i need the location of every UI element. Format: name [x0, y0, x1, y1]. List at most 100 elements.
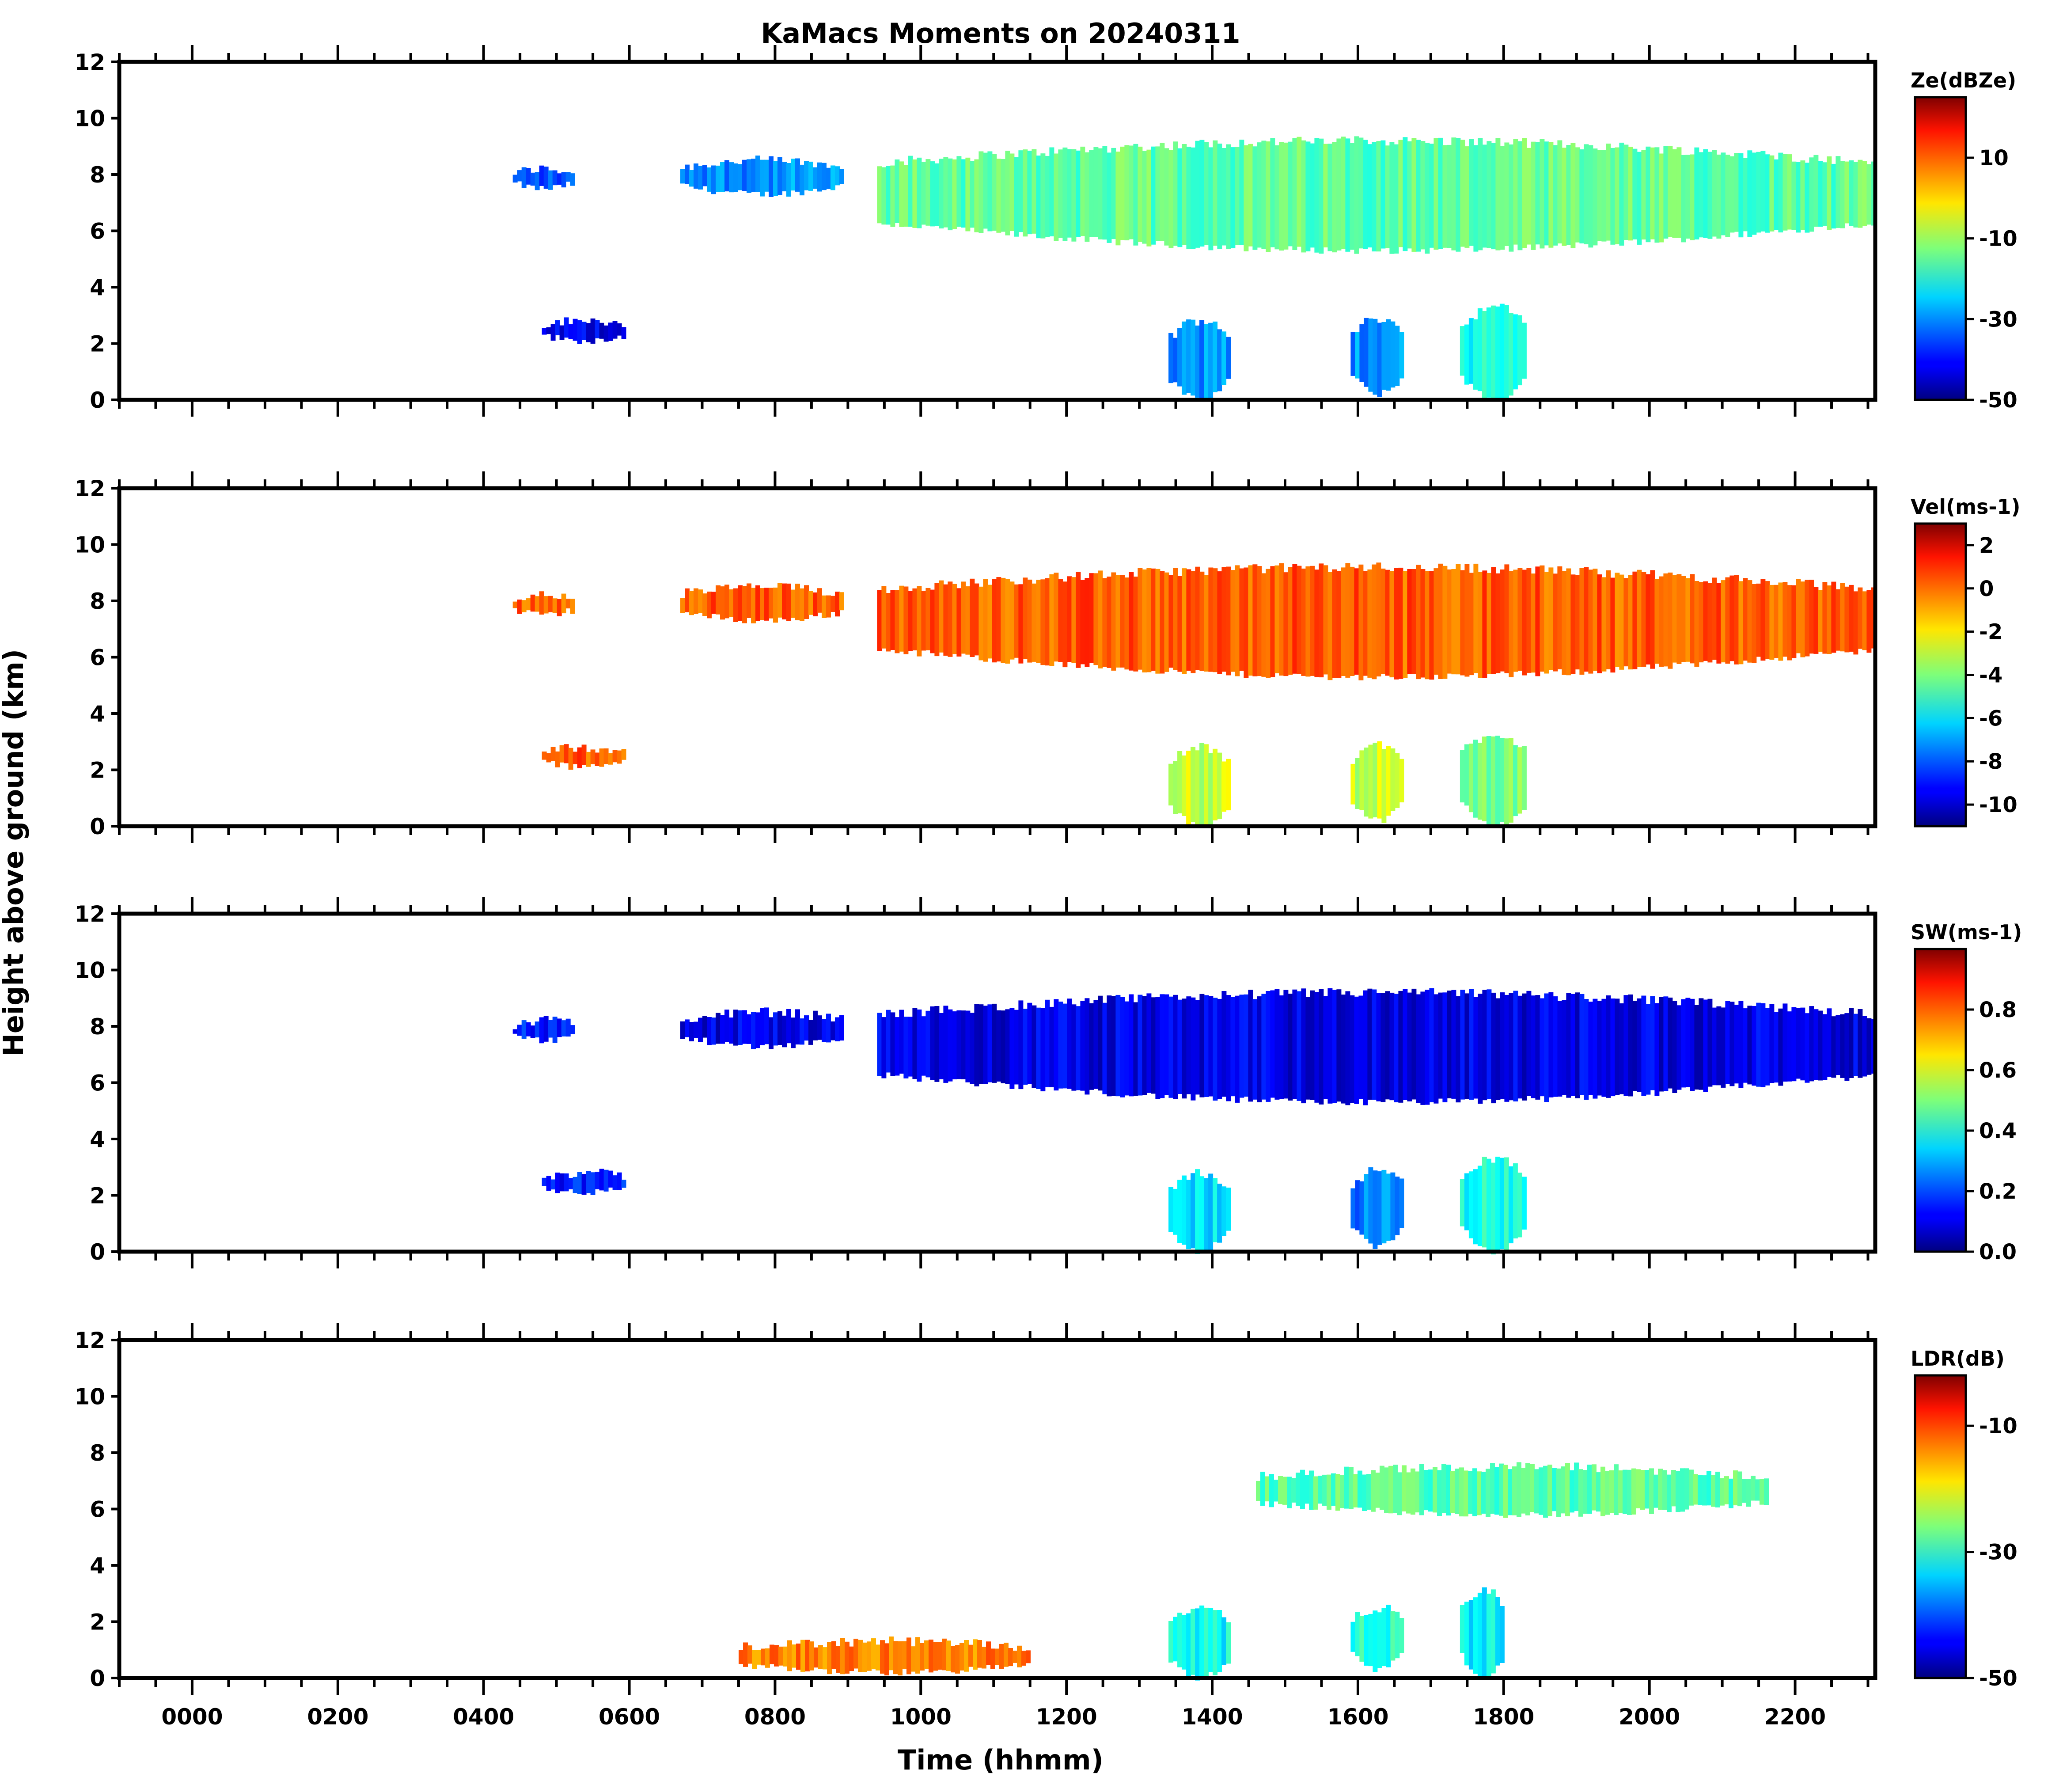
cloud-column: [1173, 1617, 1178, 1662]
cloud-column: [570, 1025, 575, 1034]
cloud-column: [782, 1015, 787, 1048]
panel-ze: 0 2 4 6 8 10 12 Ze(dBZe) -50 -30 -10 10: [74, 45, 2017, 417]
cloud-column: [1703, 999, 1708, 1092]
cloud-column: [552, 170, 557, 186]
cloud-column: [1213, 998, 1218, 1101]
cloud-column: [1565, 1463, 1570, 1516]
cloud-column: [1182, 321, 1187, 395]
cloud-column: [1685, 998, 1691, 1087]
cloud-column: [1323, 996, 1328, 1099]
cloud-column: [1199, 743, 1205, 826]
cloud-column: [1120, 575, 1125, 668]
cloud-column: [546, 1176, 551, 1191]
y-tick-label: 4: [90, 275, 105, 300]
cloud-column: [1261, 573, 1267, 677]
cloud-column: [1213, 1178, 1218, 1242]
cloud-column: [1743, 158, 1748, 232]
cloud-column: [1715, 1472, 1720, 1507]
cloud-column: [808, 591, 813, 615]
cloud-column: [1274, 989, 1280, 1100]
cloud-column: [1296, 1473, 1301, 1506]
cloud-column: [751, 1012, 756, 1049]
cloud-column: [902, 1641, 907, 1669]
cloud-column: [1367, 144, 1373, 248]
cloud-column: [1827, 156, 1832, 230]
cloud-column: [1380, 993, 1386, 1102]
cloud-column: [1605, 1471, 1610, 1515]
cloud-column: [1049, 574, 1054, 666]
cloud-column: [1377, 323, 1382, 397]
cloud-column: [1469, 989, 1474, 1100]
cloud-column: [548, 170, 553, 190]
cloud-column: [1827, 1008, 1832, 1077]
cloud-column: [1026, 1650, 1031, 1663]
cloud-column: [689, 170, 694, 187]
cloud-column: [1702, 1475, 1707, 1506]
cloud-column: [1425, 571, 1430, 680]
cloud-column: [999, 1644, 1004, 1669]
cloud-column: [1398, 140, 1403, 247]
y-tick-label: 8: [90, 1014, 105, 1040]
cloud-column: [978, 1004, 984, 1084]
cloud-column: [1606, 995, 1611, 1098]
cloud-column: [1703, 149, 1708, 238]
cloud-column: [1676, 147, 1682, 238]
cloud-column: [831, 165, 835, 190]
cloud-column: [1641, 150, 1646, 240]
cloud-column: [1743, 1008, 1748, 1083]
cloud-column: [1464, 993, 1470, 1099]
cloud-column: [586, 752, 591, 767]
cloud-column: [1495, 1157, 1500, 1251]
cloud-column: [1535, 566, 1540, 676]
cloud-column: [1036, 1007, 1041, 1089]
cloud-column: [1419, 1464, 1424, 1515]
cloud-column: [1350, 995, 1355, 1103]
cloud-column: [1813, 587, 1819, 654]
cloud-column: [1525, 1463, 1530, 1515]
cloud-column: [1486, 307, 1491, 398]
cloud-column: [751, 588, 756, 623]
cloud-column: [1858, 1009, 1863, 1078]
cloud-column: [858, 1640, 863, 1672]
x-axis-label: Time (hhmm): [898, 1744, 1104, 1776]
cloud-column: [1433, 1467, 1437, 1513]
cloud-column: [1177, 328, 1183, 387]
cloud-column: [1266, 991, 1271, 1102]
cloud-column: [982, 1647, 986, 1669]
cloud-column: [1390, 748, 1396, 811]
cloud-column: [1437, 1470, 1442, 1516]
cloud-column: [1796, 162, 1801, 233]
cloud-column: [1450, 1471, 1455, 1513]
cloud-column: [1504, 995, 1509, 1102]
cloud-column: [1570, 994, 1576, 1096]
cloud-column: [890, 165, 895, 227]
cloud-column: [1858, 159, 1863, 228]
cloud-column: [1623, 1469, 1627, 1514]
cloud-column: [1213, 748, 1218, 820]
cloud-column: [1464, 146, 1470, 248]
cloud-column: [1574, 1462, 1579, 1511]
cloud-column: [1067, 999, 1072, 1089]
cloud-column: [1358, 564, 1364, 680]
cloud-column: [1840, 1014, 1845, 1078]
cloud-column: [565, 1018, 571, 1037]
cloud-column: [791, 159, 796, 191]
cloud-column: [738, 1010, 743, 1045]
cloud-column: [1782, 154, 1788, 231]
cloud-column: [1711, 1475, 1716, 1507]
cloud-column: [733, 163, 738, 192]
cloud-column: [1005, 151, 1010, 235]
cloud-column: [1495, 573, 1501, 673]
cloud-column: [1248, 990, 1253, 1102]
cloud-column: [1747, 580, 1752, 663]
cloud-column: [1703, 581, 1708, 661]
cloud-column: [1213, 140, 1218, 246]
cloud-column: [1341, 567, 1346, 676]
cloud-column: [694, 163, 698, 189]
colorbar-tick-label: -4: [1979, 663, 2002, 688]
cloud-column: [1853, 1014, 1858, 1076]
cloud-column: [1142, 569, 1147, 672]
y-tick-label: 4: [90, 1127, 105, 1152]
cloud-column: [1460, 140, 1465, 247]
cloud-column: [1151, 997, 1156, 1094]
